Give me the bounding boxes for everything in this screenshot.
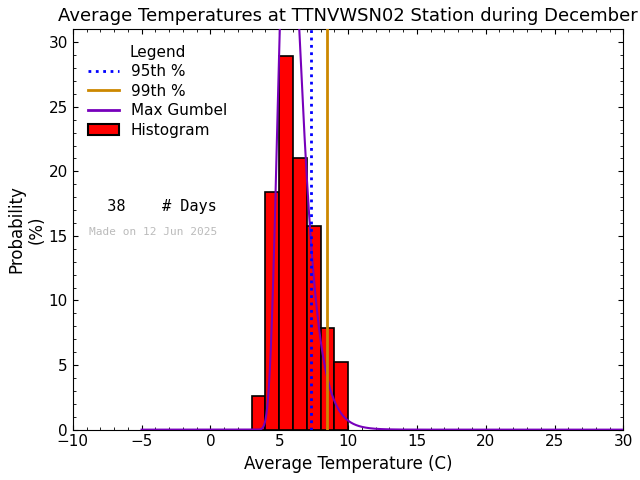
Bar (307, 226, 321, 430)
Text: 38    # Days: 38 # Days (89, 199, 217, 215)
Y-axis label: Probability
(%): Probability (%) (7, 186, 45, 274)
X-axis label: Average Temperature (C): Average Temperature (C) (244, 455, 452, 473)
Text: Made on 12 Jun 2025: Made on 12 Jun 2025 (89, 228, 218, 238)
Legend: 95th %, 99th %, Max Gumbel, Histogram: 95th %, 99th %, Max Gumbel, Histogram (81, 37, 235, 145)
Bar (252, 396, 266, 430)
Title: Average Temperatures at TTNVWSN02 Station during December: Average Temperatures at TTNVWSN02 Statio… (58, 7, 638, 25)
Bar (266, 192, 279, 430)
Bar (279, 56, 293, 430)
Bar (293, 158, 307, 430)
Bar (334, 361, 348, 430)
Bar (321, 328, 334, 430)
